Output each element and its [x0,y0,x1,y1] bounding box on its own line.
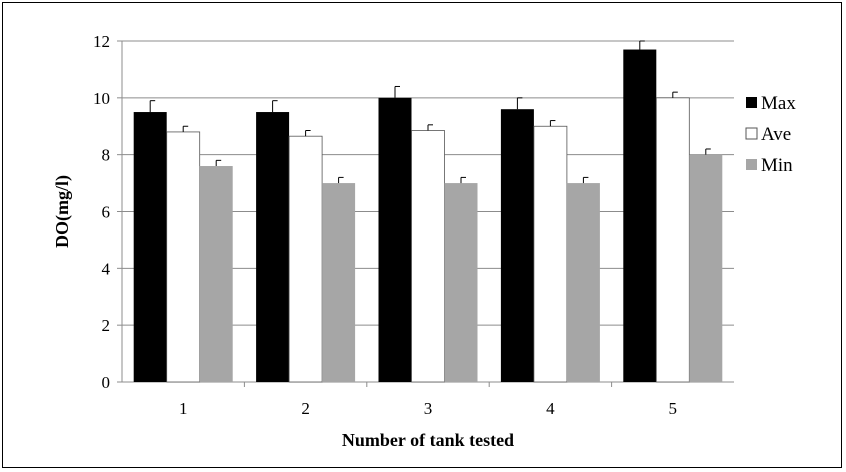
legend: Max Ave Min [745,93,796,176]
x-tick-label-1: 1 [179,399,188,418]
bar-ave-4 [533,125,568,383]
bar-ave-2 [288,135,323,383]
legend-label-min: Min [761,155,793,176]
bar-max-5 [623,49,657,383]
bar-min-2 [322,183,356,382]
bar-ave-5 [655,97,690,383]
legend-label-max: Max [761,93,796,114]
y-tick-label-4: 4 [102,259,111,278]
bars [133,40,723,383]
x-tick-label-3: 3 [424,399,433,418]
legend-swatch-ave [745,127,758,140]
x-tick-label-2: 2 [301,399,310,418]
bar-ave-1 [166,131,201,383]
y-tick-label-6: 6 [102,203,111,222]
x-tick-label-4: 4 [546,399,555,418]
legend-swatch-min [746,159,757,170]
y-tick-label-0: 0 [102,373,111,392]
bar-min-3 [444,183,478,382]
x-tick-labels: 1 2 3 4 5 [179,399,677,418]
y-tick-label-2: 2 [102,316,111,335]
x-axis-title: Number of tank tested [342,430,514,450]
bar-max-2 [256,112,290,383]
y-tick-label-10: 10 [93,89,110,108]
y-tick-labels: 0 2 4 6 8 10 12 [93,32,111,392]
bar-max-1 [133,112,167,383]
x-tick-label-5: 5 [669,399,678,418]
bar-min-1 [199,166,233,382]
bar-ave-3 [411,130,445,383]
bar-min-4 [566,183,600,382]
legend-label-ave: Ave [761,124,791,145]
y-tick-label-8: 8 [102,146,111,165]
bar-min-5 [689,154,723,382]
bar-max-4 [500,109,534,382]
legend-swatch-max [746,97,757,108]
y-axis-title: DO(mg/l) [52,175,73,248]
y-tick-label-12: 12 [93,32,110,51]
bar-max-3 [378,97,412,382]
